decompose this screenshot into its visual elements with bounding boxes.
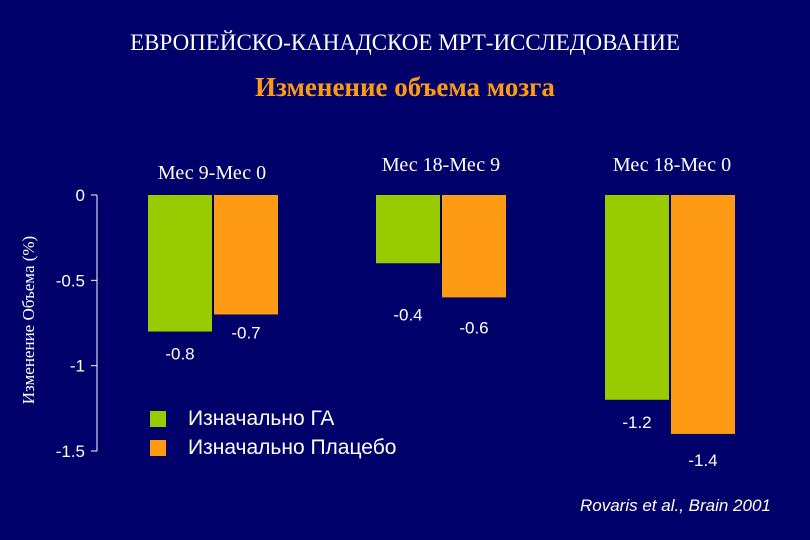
group-label-2: Мес 18-Мес 0: [612, 154, 732, 176]
bar-placebo-0: [214, 195, 278, 315]
data-label-placebo-2: -1.4: [688, 451, 717, 470]
legend-label-ga: Изначально ГА: [188, 406, 335, 430]
legend-swatch-placebo: [150, 439, 166, 456]
data-label-placebo-0: -0.7: [231, 323, 260, 342]
bar-placebo-2: [671, 195, 735, 434]
bar-ga-2: [605, 195, 669, 400]
legend-item-ga: Изначально ГА: [150, 404, 396, 433]
data-label-ga-0: -0.8: [165, 345, 194, 364]
y-tick-label-3: -1.5: [56, 442, 85, 461]
legend: Изначально ГА Изначально Плацебо: [150, 404, 396, 462]
data-label-ga-1: -0.4: [393, 305, 422, 324]
legend-label-placebo: Изначально Плацебо: [188, 435, 397, 459]
chart-subtitle: Изменение объема мозга: [255, 72, 555, 102]
group-label-0: Мес 9-Мес 0: [157, 162, 267, 184]
legend-swatch-ga: [150, 410, 166, 427]
bar-ga-1: [376, 195, 440, 264]
bar-ga-0: [148, 195, 212, 332]
group-label-1: Мес 18-Мес 9: [381, 154, 501, 176]
citation: Rovaris et al., Brain 2001: [580, 496, 771, 515]
chart-title: ЕВРОПЕЙСКО-КАНАДСКОЕ МРТ-ИССЛЕДОВАНИЕ: [130, 30, 680, 55]
y-tick-label-2: -1: [70, 357, 85, 376]
data-label-ga-2: -1.2: [622, 413, 651, 432]
data-label-placebo-1: -0.6: [459, 318, 488, 337]
y-tick-label-1: -0.5: [56, 271, 85, 290]
y-tick-label-0: 0: [76, 186, 85, 205]
legend-item-placebo: Изначально Плацебо: [150, 433, 396, 462]
bar-placebo-1: [442, 195, 506, 298]
